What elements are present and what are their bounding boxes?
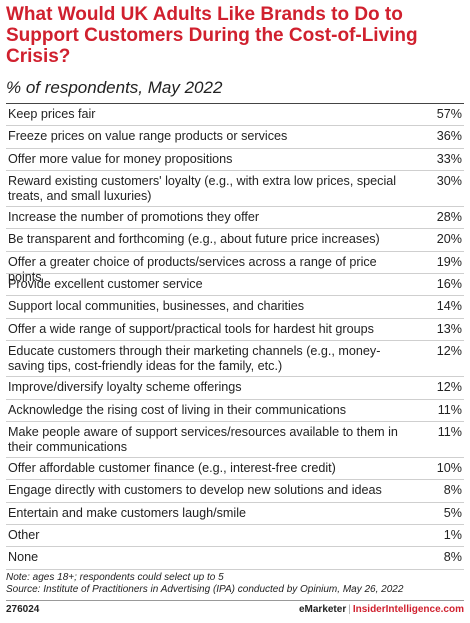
row-label: Offer affordable customer finance (e.g.,… (8, 461, 336, 476)
row-value: 20% (436, 232, 462, 247)
brand-insider-intelligence: InsiderIntelligence.com (352, 604, 464, 615)
table-row: Engage directly with customers to develo… (6, 480, 464, 503)
row-label: None (8, 550, 39, 565)
chart-title: What Would UK Adults Like Brands to Do t… (6, 4, 418, 67)
source-text: Source: Institute of Practitioners in Ad… (6, 584, 404, 595)
note-text: Note: ages 18+; respondents could select… (6, 572, 224, 583)
row-value: 19% (436, 254, 462, 269)
table-row: Offer a greater choice of products/servi… (6, 252, 464, 284)
row-value: 1% (443, 528, 462, 543)
row-label: Reward existing customers' loyalty (e.g.… (8, 173, 397, 203)
row-value: 8% (443, 550, 462, 565)
table-row: Offer more value for money propositions 3… (6, 149, 464, 171)
row-value: 33% (436, 151, 462, 166)
row-value: 10% (436, 461, 462, 476)
row-label: Other (8, 528, 40, 543)
chart-notes: Note: ages 18+; respondents could select… (6, 572, 464, 596)
table-row: Other 1% (6, 525, 464, 548)
row-value: 14% (436, 299, 462, 314)
table-row: Educate customers through their marketin… (6, 341, 464, 378)
table-row: Improve/diversify loyalty scheme offerin… (6, 377, 464, 400)
row-value: 36% (436, 129, 462, 144)
row-label: Support local communities, businesses, a… (8, 299, 305, 314)
brand: eMarketer | InsiderIntelligence.com (299, 604, 464, 616)
chart-subtitle: % of respondents, May 2022 (6, 78, 223, 97)
row-value: 57% (436, 107, 462, 121)
row-value: 11% (437, 424, 462, 439)
row-value: 30% (436, 173, 462, 188)
row-value: 28% (436, 210, 462, 225)
table-row: Offer affordable customer finance (e.g.,… (6, 458, 464, 481)
row-label: Educate customers through their marketin… (8, 343, 381, 373)
brand-separator: | (348, 604, 351, 615)
table-row: Freeze prices on value range products or… (6, 126, 464, 149)
table-row: Keep prices fair 57% (6, 104, 464, 127)
brand-emarketer: eMarketer (298, 604, 347, 615)
table-row: Make people aware of support services/re… (6, 422, 464, 459)
data-table: Keep prices fair 57% Freeze prices on valu… (6, 104, 464, 570)
table-row: Acknowledge the rising cost of living in… (6, 400, 464, 422)
row-label: Increase the number of promotions they o… (8, 210, 260, 225)
row-label: Improve/diversify loyalty scheme offerin… (8, 380, 242, 395)
row-value: 8% (443, 483, 462, 498)
row-label: Entertain and make customers laugh/smile (8, 505, 246, 520)
table-row: Reward existing customers' loyalty (e.g.… (6, 171, 464, 208)
top-rule (6, 103, 464, 104)
table-row: Provide excellent customer service 16% (6, 274, 464, 297)
table-row: Offer a wide range of support/practical … (6, 319, 464, 341)
row-label: Offer a wide range of support/practical … (8, 321, 374, 336)
table-row: Increase the number of promotions they o… (6, 207, 464, 230)
table-row: Support local communities, businesses, a… (6, 296, 464, 319)
table-row: Entertain and make customers laugh/smile… (6, 503, 464, 526)
table-row: None 8% (6, 547, 464, 570)
row-label: Keep prices fair (8, 107, 96, 121)
row-label: Engage directly with customers to develo… (8, 483, 382, 498)
row-label: Make people aware of support services/re… (8, 424, 398, 454)
row-value: 12% (436, 343, 462, 358)
chart-id: 276024 (6, 604, 40, 615)
bottom-rule (6, 600, 464, 601)
row-value: 16% (436, 277, 462, 292)
row-label: Freeze prices on value range products or… (8, 129, 288, 144)
row-label: Offer a greater choice of products/servi… (8, 254, 377, 284)
row-label: Acknowledge the rising cost of living in… (8, 402, 347, 417)
table-row: Be transparent and forthcoming (e.g., ab… (6, 229, 464, 252)
row-value: 5% (443, 505, 462, 520)
row-label: Provide excellent customer service (8, 277, 203, 292)
row-value: 12% (436, 380, 462, 395)
row-value: 11% (437, 402, 462, 417)
row-value: 13% (436, 321, 462, 336)
row-label: Offer more value for money propositions (8, 151, 233, 166)
row-label: Be transparent and forthcoming (e.g., ab… (8, 232, 380, 247)
